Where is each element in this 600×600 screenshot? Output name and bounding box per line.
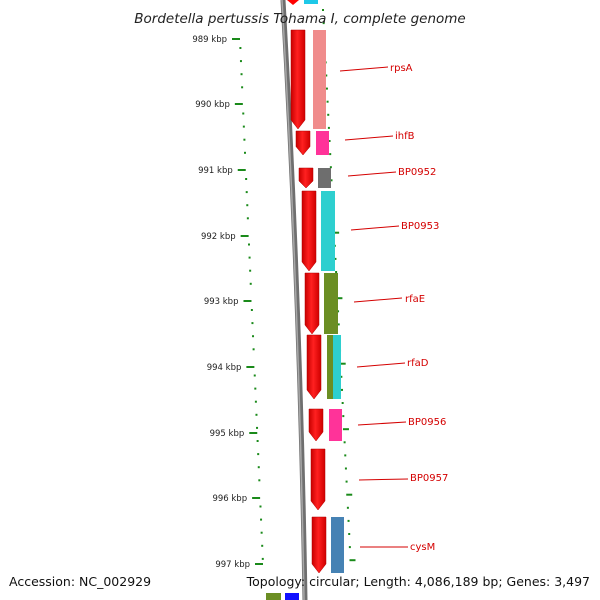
accession-text: Accession: NC_002929 [9, 574, 151, 589]
cds-arrow [310, 448, 326, 511]
scale-tick-label: 993 kbp [204, 297, 239, 307]
gene-bar [324, 273, 338, 334]
gene-bar [329, 409, 342, 441]
scale-tick-label: 992 kbp [201, 232, 236, 242]
scale-tick-label: 996 kbp [212, 494, 247, 504]
cds-arrow [301, 190, 317, 272]
gene-labels: rpsA ihfB BP0952 BP0953 rfaE rfaD BP0956 BP0957… [339, 63, 448, 553]
scale-tick-label: 989 kbp [192, 35, 227, 45]
gene-label: rfaE [405, 294, 425, 305]
scale-tick-label: 997 kbp [215, 560, 250, 570]
gene-label: BP0957 [410, 473, 448, 484]
cds-arrow [295, 130, 311, 156]
label-leader-line [339, 66, 389, 72]
genome-summary-text: Topology: circular; Length: 4,086,189 bp… [246, 574, 590, 589]
cds-arrow [298, 167, 314, 189]
cds-arrow [308, 408, 324, 442]
cds-arrow-partial [287, 0, 299, 5]
gene-label: cysM [410, 542, 435, 553]
backbone-highlight [281, 0, 305, 600]
label-leader-line [357, 421, 407, 426]
gene-label: BP0956 [408, 417, 446, 428]
label-leader-line [358, 478, 409, 481]
backbone [280, 0, 308, 600]
backbone-line [280, 0, 308, 600]
gene-bar-overlap [327, 335, 333, 399]
gene-bar-partial [304, 0, 318, 4]
gene-label: BP0952 [398, 167, 436, 178]
label-leader-line [353, 297, 403, 303]
genome-title: Bordetella pertussis Tohama I, complete … [134, 11, 465, 27]
gene-label: ihfB [395, 131, 415, 142]
gene-label: BP0953 [401, 221, 439, 232]
label-leader-line [344, 135, 394, 141]
gene-features [266, 0, 344, 600]
gene-bar [318, 168, 331, 188]
gene-label: rfaD [407, 358, 429, 369]
cds-arrow [304, 272, 320, 335]
scale-tick-label: 994 kbp [207, 363, 242, 373]
gene-label: rpsA [390, 63, 413, 74]
cds-arrow [290, 29, 306, 130]
gene-bar-partial [266, 593, 281, 600]
gene-bar [313, 30, 326, 129]
scale-tick-label: 995 kbp [210, 429, 245, 439]
cds-arrow [306, 334, 322, 400]
scale-tick-label: 991 kbp [198, 166, 233, 176]
cds-arrow [311, 516, 327, 574]
scale-tick-label: 990 kbp [195, 100, 230, 110]
label-leader-line [356, 362, 406, 368]
gene-bar-partial [285, 593, 299, 600]
gene-bar [321, 191, 335, 271]
label-leader-line [350, 225, 400, 231]
label-leader-line [347, 171, 397, 177]
scale-ticks: 989 kbp 990 kbp 991 kbp 992 kbp 993 kbp 994 k… [192, 9, 356, 570]
gene-bar [316, 131, 329, 155]
gene-bar [331, 517, 344, 573]
